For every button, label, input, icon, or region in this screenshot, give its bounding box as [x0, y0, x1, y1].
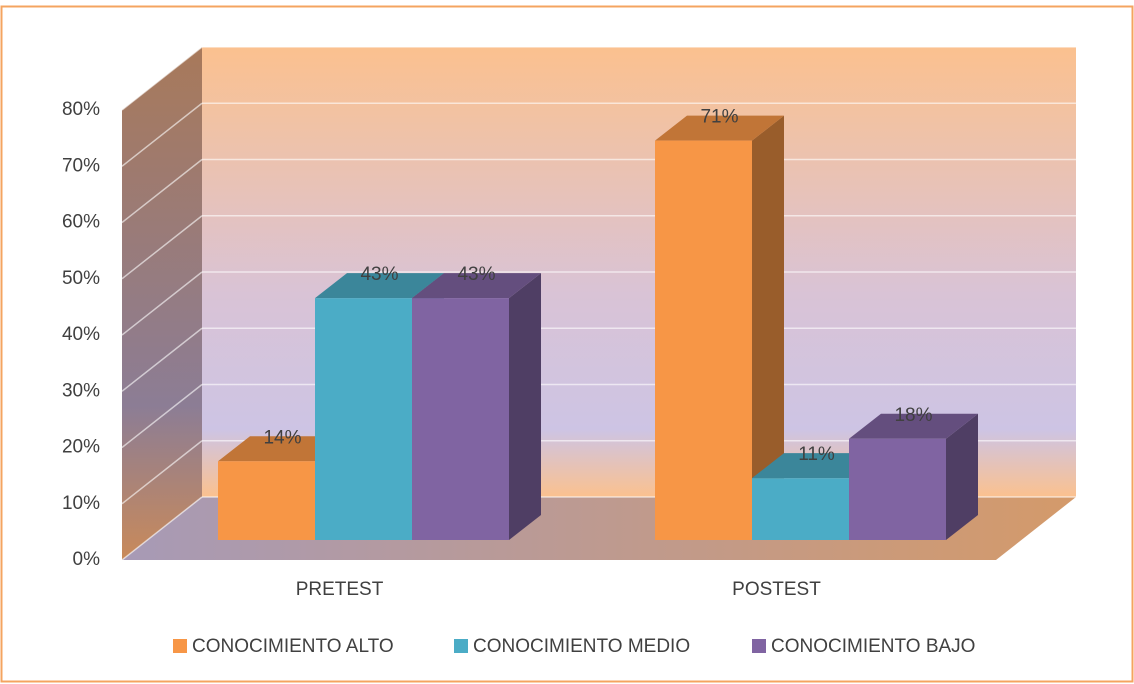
value-label: 43% — [360, 264, 398, 285]
bar-top — [849, 413, 978, 439]
y-tick-label: 80% — [62, 99, 100, 120]
y-tick-label: 20% — [62, 437, 100, 458]
x-tick-label: PRETEST — [296, 579, 384, 600]
bar-side — [509, 273, 541, 540]
grid-line — [121, 46, 203, 111]
grid-line — [121, 215, 203, 280]
y-tick-label: 60% — [62, 212, 100, 233]
bar — [218, 461, 315, 540]
value-label: 14% — [263, 427, 301, 448]
y-tick-label: 40% — [62, 324, 100, 345]
value-label: 71% — [700, 107, 738, 128]
bar — [315, 298, 412, 540]
y-tick-label: 0% — [73, 549, 101, 570]
bar-top — [218, 436, 347, 462]
grid-line — [121, 271, 203, 336]
grid-line — [121, 102, 203, 167]
grid-line — [121, 383, 203, 449]
value-label: 43% — [457, 264, 495, 285]
value-label: 11% — [798, 444, 835, 465]
legend-swatch — [454, 639, 468, 653]
bar-top — [412, 273, 541, 299]
grid-line — [121, 440, 203, 505]
y-tick-label: 70% — [62, 155, 100, 176]
legend-label: CONOCIMIENTO MEDIO — [473, 636, 690, 657]
bar — [655, 140, 752, 540]
bar — [412, 298, 509, 540]
x-tick-label: POSTEST — [732, 579, 821, 600]
bar-side — [946, 413, 978, 540]
grid-line — [121, 496, 203, 561]
y-tick-label: 50% — [62, 268, 100, 289]
y-tick-label: 30% — [62, 380, 100, 401]
y-tick-label: 10% — [62, 493, 100, 514]
value-label: 18% — [894, 405, 932, 426]
bar-top — [315, 273, 444, 299]
legend-label: CONOCIMIENTO BAJO — [771, 636, 975, 657]
bar-side — [752, 115, 784, 540]
bar — [849, 438, 946, 540]
legend-swatch — [752, 639, 766, 653]
bar-top — [752, 453, 881, 479]
grid-line — [121, 327, 203, 392]
bar-top — [655, 115, 784, 141]
legend-swatch — [173, 639, 187, 653]
legend-label: CONOCIMIENTO ALTO — [192, 636, 394, 657]
bar — [752, 478, 849, 540]
grid-line — [121, 158, 203, 224]
